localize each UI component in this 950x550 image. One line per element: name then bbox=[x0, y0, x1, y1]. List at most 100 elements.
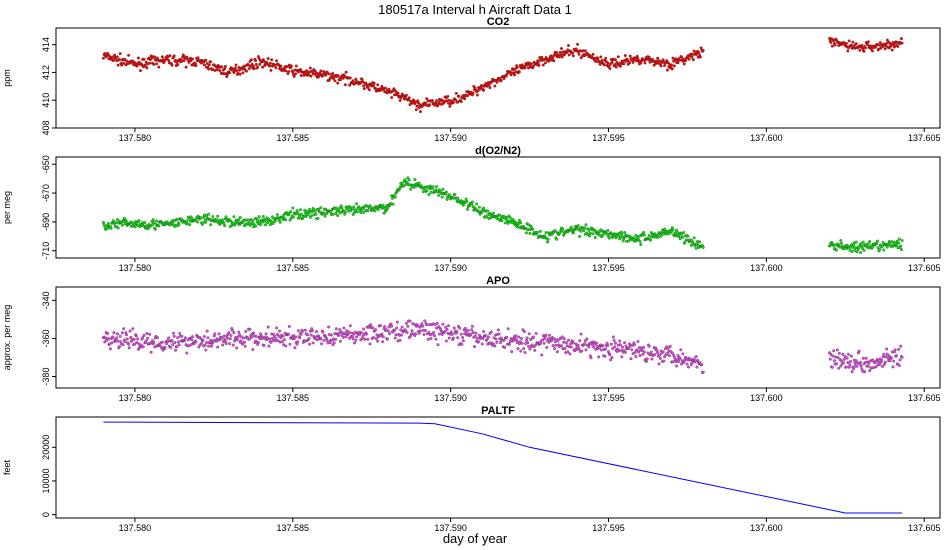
data-point bbox=[176, 63, 180, 67]
data-point bbox=[511, 218, 515, 221]
data-point bbox=[579, 229, 583, 233]
data-point bbox=[890, 48, 894, 52]
data-point bbox=[406, 176, 410, 180]
data-point bbox=[567, 44, 570, 47]
data-point bbox=[235, 69, 239, 72]
data-point bbox=[840, 241, 843, 245]
data-point bbox=[237, 218, 241, 222]
data-point bbox=[415, 104, 419, 108]
data-point bbox=[221, 343, 225, 347]
data-point bbox=[247, 337, 251, 341]
data-point bbox=[647, 234, 651, 238]
data-point bbox=[620, 232, 624, 236]
data-point bbox=[523, 351, 527, 354]
data-point bbox=[577, 347, 581, 351]
data-point bbox=[546, 237, 550, 241]
data-point bbox=[308, 66, 312, 70]
data-point bbox=[658, 356, 662, 360]
data-point bbox=[882, 352, 886, 356]
data-point bbox=[207, 344, 211, 348]
data-point bbox=[148, 61, 152, 65]
data-point bbox=[571, 51, 575, 55]
data-point bbox=[383, 325, 387, 329]
data-point bbox=[155, 62, 159, 66]
data-point bbox=[400, 181, 404, 185]
data-point bbox=[251, 219, 255, 223]
data-point bbox=[618, 339, 622, 343]
data-point bbox=[849, 43, 853, 47]
data-point bbox=[391, 202, 395, 206]
data-point bbox=[591, 52, 595, 56]
y-tick-label: 410 bbox=[41, 93, 51, 108]
data-point bbox=[839, 239, 843, 242]
data-point bbox=[224, 215, 228, 219]
data-point bbox=[103, 340, 107, 344]
data-point bbox=[700, 363, 704, 367]
data-point bbox=[334, 212, 338, 216]
data-point bbox=[287, 70, 291, 74]
data-point bbox=[280, 340, 284, 344]
data-point bbox=[550, 338, 554, 342]
data-point bbox=[450, 332, 454, 336]
y-tick-label: -710 bbox=[41, 242, 51, 260]
data-point bbox=[149, 350, 153, 354]
data-point bbox=[336, 81, 340, 85]
data-point bbox=[427, 193, 431, 196]
data-point bbox=[393, 195, 397, 199]
data-point bbox=[470, 324, 474, 328]
data-point bbox=[409, 187, 413, 191]
data-point bbox=[199, 337, 203, 341]
data-point bbox=[170, 339, 174, 342]
data-point bbox=[829, 352, 833, 356]
data-point bbox=[429, 190, 433, 194]
data-point bbox=[191, 57, 194, 61]
data-point bbox=[494, 337, 498, 341]
data-point bbox=[622, 62, 626, 66]
data-point bbox=[599, 55, 603, 59]
data-point bbox=[528, 347, 532, 351]
data-point bbox=[900, 355, 904, 359]
data-point bbox=[605, 341, 609, 345]
data-point bbox=[224, 342, 228, 345]
data-point bbox=[281, 334, 285, 338]
data-point bbox=[419, 329, 422, 333]
data-point bbox=[647, 344, 651, 348]
data-point bbox=[277, 334, 281, 338]
data-point bbox=[600, 348, 603, 352]
data-point bbox=[524, 226, 528, 230]
data-point bbox=[325, 339, 329, 342]
data-point bbox=[336, 74, 340, 78]
data-point bbox=[850, 250, 854, 254]
data-point bbox=[858, 48, 862, 52]
panel-3: PALTF feet 137.580 137.585 137.590 137.595 137… bbox=[2, 405, 941, 533]
data-point bbox=[355, 210, 359, 214]
data-point bbox=[408, 319, 412, 323]
data-point bbox=[118, 345, 121, 348]
panel-1: d(O2/N2) per meg 137.580 137.585 137.590 137.… bbox=[2, 145, 941, 273]
data-point bbox=[519, 349, 523, 353]
data-point bbox=[360, 337, 364, 341]
data-point bbox=[199, 216, 203, 220]
data-point bbox=[471, 91, 475, 95]
data-point bbox=[475, 336, 479, 340]
data-point bbox=[513, 67, 517, 71]
data-point bbox=[661, 58, 665, 62]
data-point bbox=[403, 178, 407, 182]
data-point bbox=[578, 235, 582, 238]
data-point bbox=[592, 345, 596, 349]
data-point bbox=[855, 250, 859, 254]
data-point bbox=[698, 240, 702, 244]
data-point bbox=[674, 360, 678, 364]
data-point bbox=[828, 244, 832, 247]
data-point bbox=[336, 334, 340, 337]
data-point bbox=[177, 343, 181, 347]
data-point bbox=[247, 67, 251, 71]
data-point bbox=[842, 361, 846, 365]
data-point bbox=[278, 329, 281, 333]
plot-frame bbox=[55, 416, 941, 519]
data-point bbox=[534, 343, 537, 347]
data-point bbox=[146, 336, 150, 340]
data-point bbox=[631, 60, 635, 64]
data-point bbox=[536, 61, 540, 65]
x-tick-label: 137.580 bbox=[119, 523, 152, 533]
